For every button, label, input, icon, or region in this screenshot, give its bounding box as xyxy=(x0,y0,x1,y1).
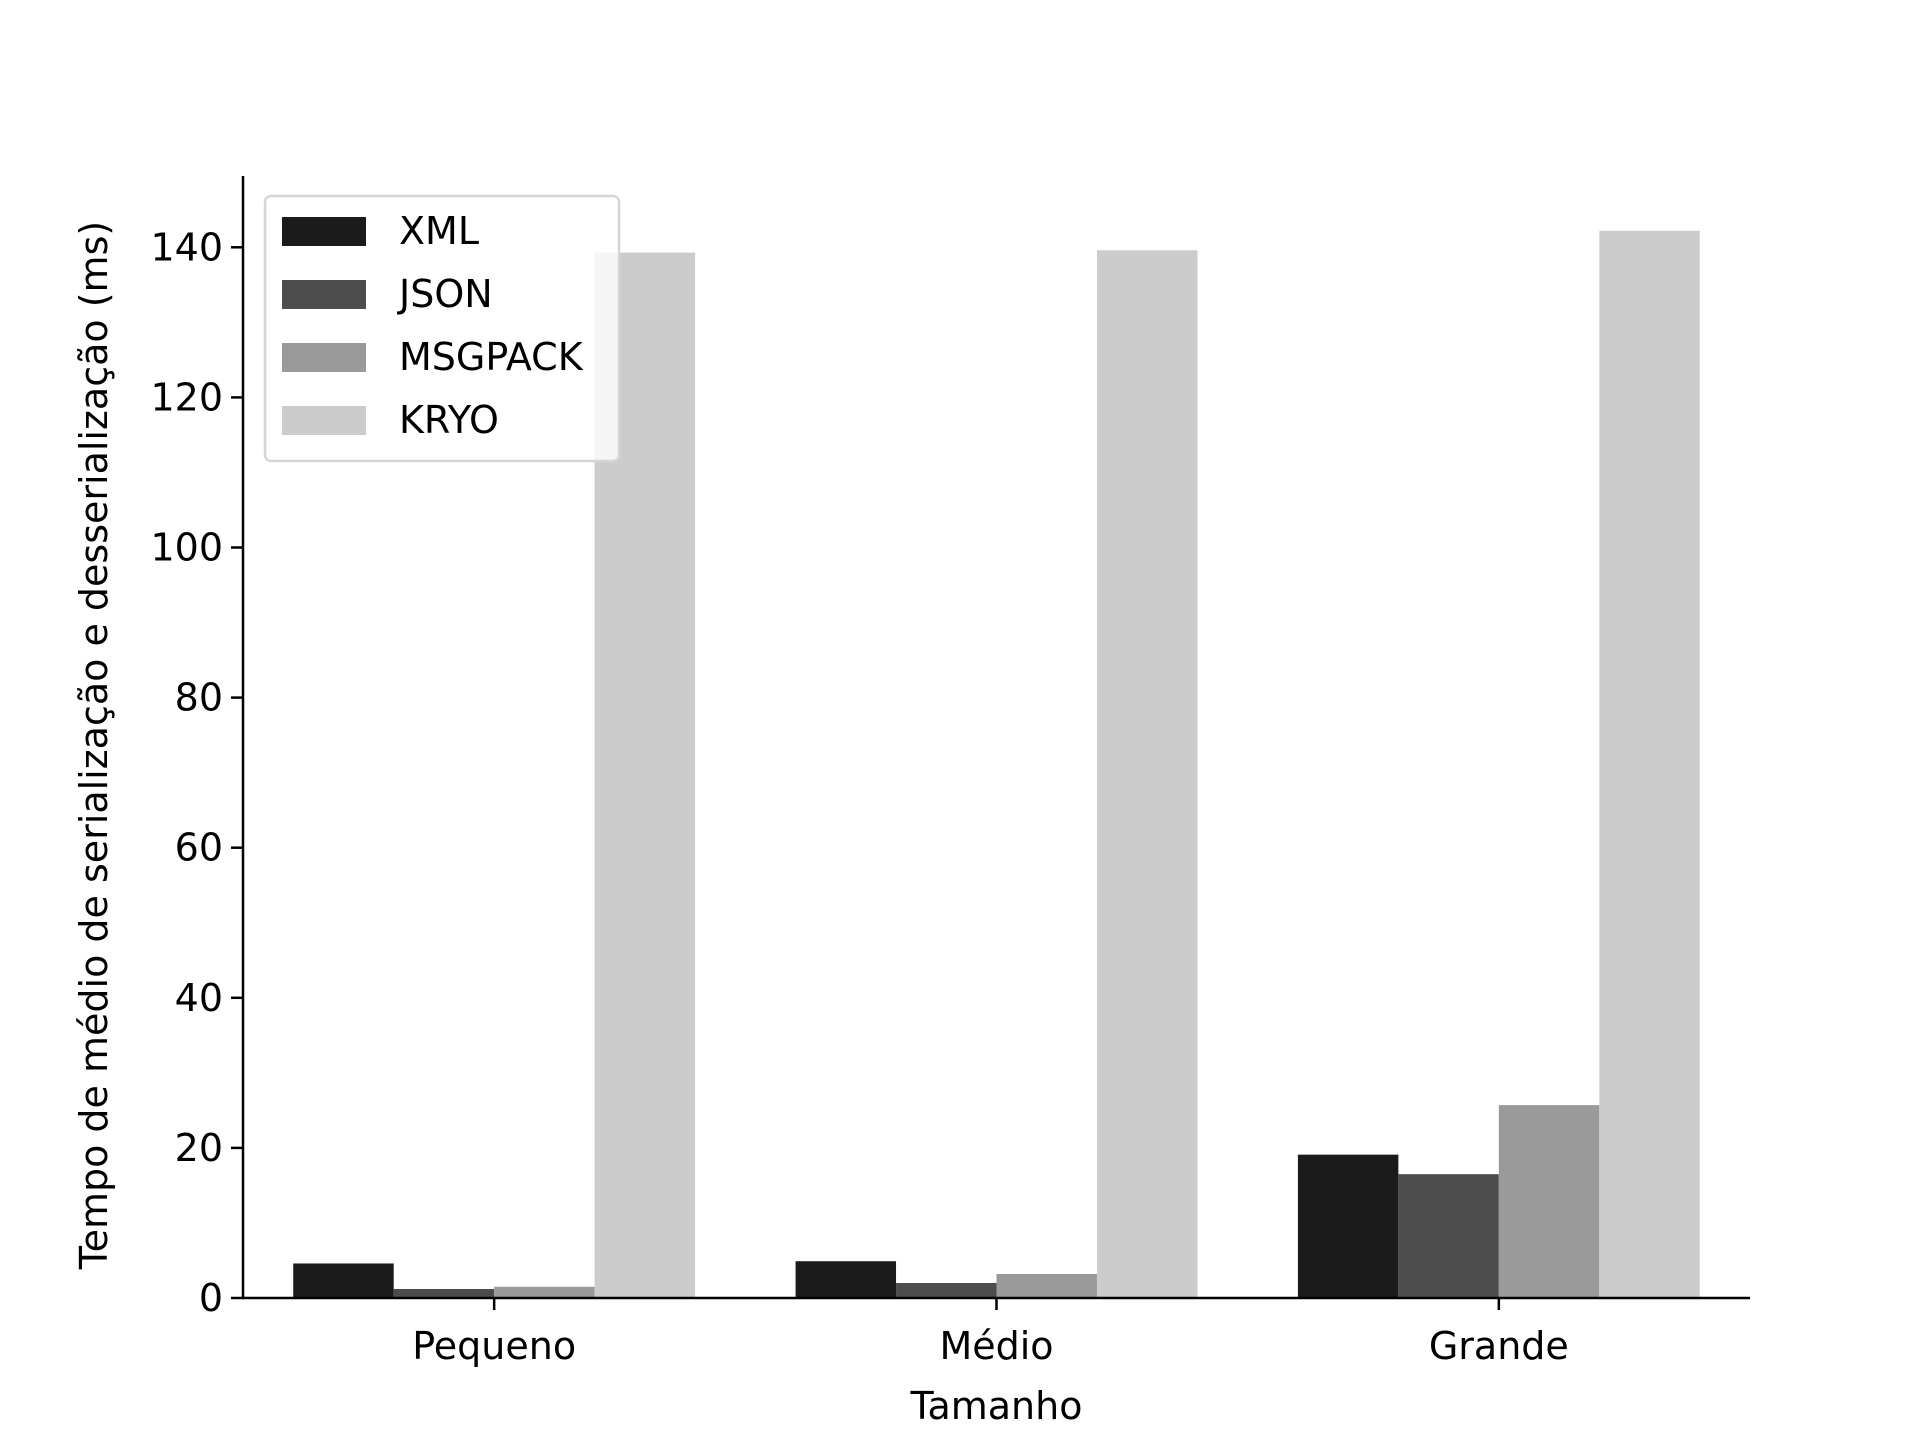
y-tick-label: 20 xyxy=(175,1126,223,1170)
bar-kryo-2 xyxy=(1599,230,1700,1298)
y-axis-label: Tempo de médio de serialização e desseri… xyxy=(72,221,116,1270)
legend-swatch-json xyxy=(282,280,366,309)
bar-xml-1 xyxy=(795,1261,897,1298)
bar-json-0 xyxy=(393,1288,495,1298)
legend-label-xml: XML xyxy=(399,209,479,253)
bar-kryo-1 xyxy=(1096,250,1198,1298)
x-tick-label: Pequeno xyxy=(412,1324,576,1368)
bar-msgpack-0 xyxy=(494,1286,595,1298)
y-tick-label: 40 xyxy=(175,976,223,1020)
legend-label-json: JSON xyxy=(397,272,493,316)
y-tick-label: 60 xyxy=(175,826,223,870)
bar-msgpack-2 xyxy=(1498,1105,1600,1298)
y-tick-label: 0 xyxy=(199,1276,223,1320)
x-axis-label: Tamanho xyxy=(910,1384,1083,1428)
x-tick-label: Grande xyxy=(1429,1324,1569,1368)
bar-json-2 xyxy=(1398,1174,1499,1298)
legend-swatch-xml xyxy=(282,217,366,246)
bars xyxy=(293,230,1700,1299)
y-tick-label: 80 xyxy=(175,676,223,720)
y-tick-label: 100 xyxy=(150,525,223,569)
bar-xml-2 xyxy=(1297,1154,1399,1298)
x-tick-label: Médio xyxy=(939,1324,1053,1368)
bar-json-1 xyxy=(896,1282,997,1298)
bar-xml-0 xyxy=(293,1263,394,1298)
legend-box xyxy=(263,194,621,463)
legend-swatch-msgpack xyxy=(282,343,366,372)
y-tick-label: 140 xyxy=(150,225,223,269)
bar-msgpack-1 xyxy=(996,1273,1097,1298)
legend: XML JSON MSGPACK KRYO xyxy=(263,194,621,463)
legend-swatch-kryo xyxy=(282,406,366,435)
y-tick-label: 120 xyxy=(150,375,223,419)
legend-label-msgpack: MSGPACK xyxy=(399,335,584,379)
ticks: 0 20 40 60 80 100 120 140 Pequeno Médio Grande xyxy=(150,225,1568,1368)
legend-label-kryo: KRYO xyxy=(399,398,499,442)
